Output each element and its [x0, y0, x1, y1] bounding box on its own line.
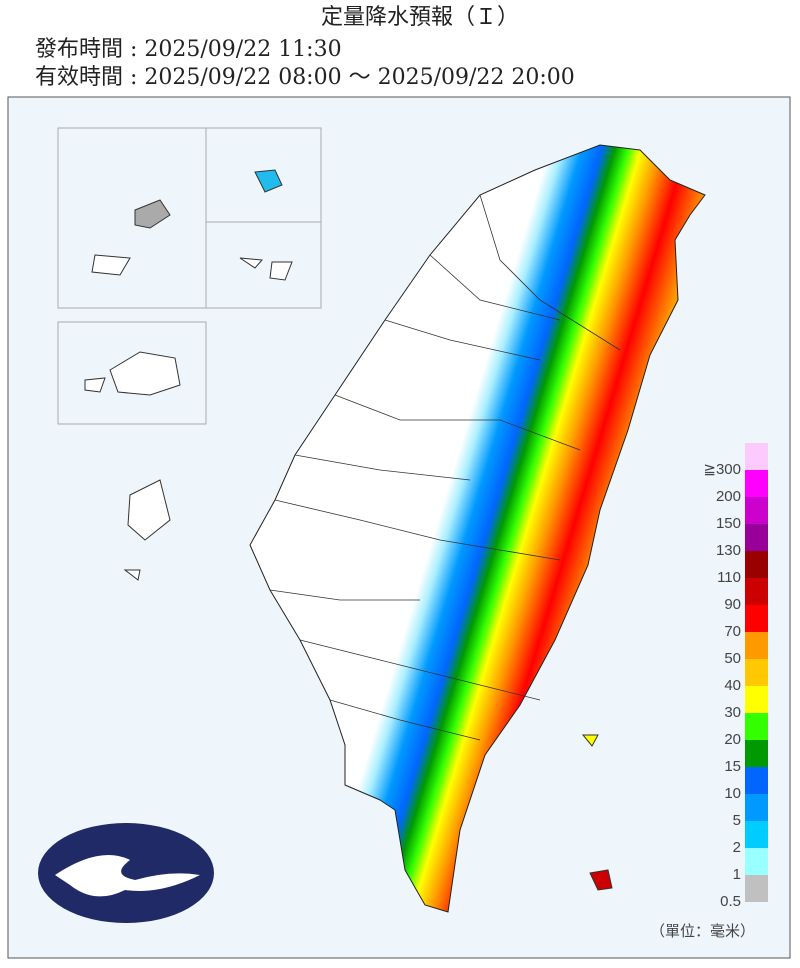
legend-label: 30 [724, 704, 741, 721]
legend-label: 150 [716, 515, 741, 532]
legend-swatch [745, 794, 768, 821]
legend-label: 40 [724, 677, 741, 694]
legend-swatch [745, 551, 768, 578]
legend-swatch [745, 578, 768, 605]
issue-time: 發布時間 : 2025/09/22 11:30 [35, 37, 342, 62]
legend-label: 90 [724, 596, 741, 613]
legend-label: 110 [717, 569, 741, 586]
title: 定量降水預報（Ｉ） [321, 5, 519, 30]
legend-label: 2 [733, 839, 741, 856]
legend-swatch [745, 524, 768, 551]
legend-label: 130 [716, 542, 741, 559]
legend-label: 50 [724, 650, 741, 667]
legend-swatch [745, 821, 768, 848]
legend-swatch [745, 443, 768, 470]
legend-label: 15 [724, 758, 741, 775]
legend-swatch [745, 740, 768, 767]
legend-label: 200 [716, 488, 741, 505]
legend-label: ≧300 [703, 461, 741, 478]
legend-label: 5 [733, 812, 741, 829]
legend-label: 0.5 [720, 893, 741, 910]
legend-swatch [745, 605, 768, 632]
legend-swatch [745, 713, 768, 740]
islands [84, 169, 613, 891]
legend-swatch [745, 686, 768, 713]
legend-swatch [745, 632, 768, 659]
legend-label: 10 [724, 785, 741, 802]
legend: ≧300 200 150 130 110 90 70 50 40 30 20 15 10 5 2 1 0.5 [703, 443, 768, 910]
legend-swatch [745, 659, 768, 686]
unit-label: （單位：毫米） [650, 922, 755, 940]
legend-swatch [745, 470, 768, 497]
legend-label: 1 [733, 866, 741, 883]
valid-time: 有效時間 : 2025/09/22 08:00 ～ 2025/09/22 20:… [35, 65, 575, 90]
legend-swatch [745, 497, 768, 524]
logo [38, 823, 214, 923]
legend-label: 70 [724, 623, 741, 640]
legend-label: 20 [724, 731, 741, 748]
legend-swatch [745, 848, 768, 875]
insets [57, 127, 322, 425]
legend-swatch [745, 875, 768, 902]
legend-swatch [745, 767, 768, 794]
